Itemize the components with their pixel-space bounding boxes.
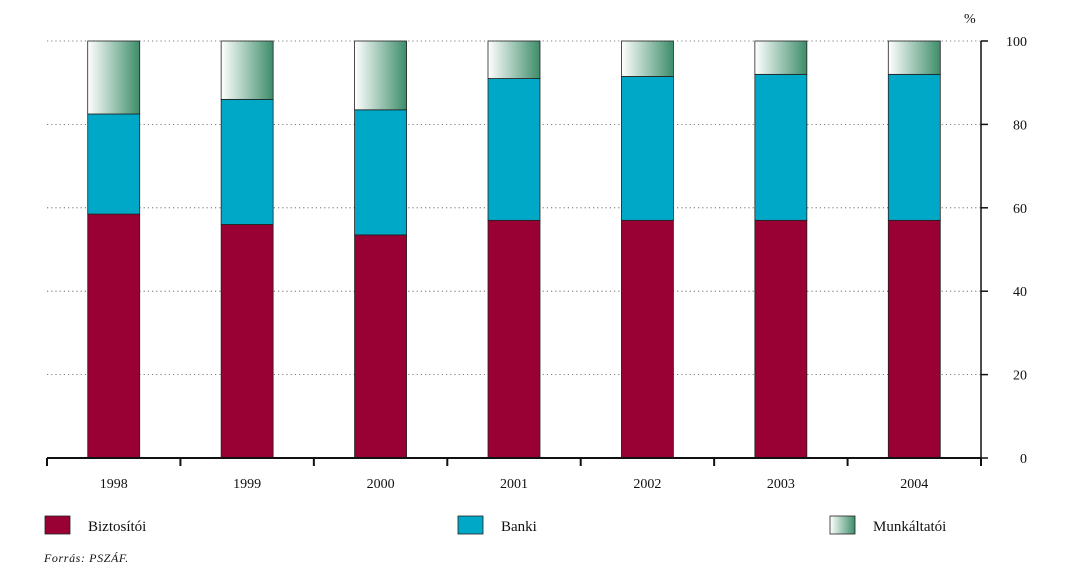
bar-segment — [220, 98, 274, 225]
bar-segment — [754, 73, 808, 221]
bar-segment — [87, 113, 141, 215]
bar-segment — [354, 40, 407, 111]
x-tick-label: 2004 — [900, 477, 928, 492]
legend-swatch — [457, 515, 484, 535]
legend-label: Biztosítói — [88, 519, 146, 535]
x-tick-label: 1999 — [233, 477, 261, 492]
legend-label: Munkáltatói — [873, 519, 946, 535]
y-tick-label: 40 — [1013, 285, 1027, 300]
x-tick-label: 2002 — [633, 477, 661, 492]
bar-segment — [887, 73, 941, 221]
y-tick-label: 100 — [1006, 35, 1027, 50]
source-note: Forrás: PSZÁF. — [44, 551, 129, 565]
x-tick-label: 2003 — [767, 477, 795, 492]
bar-segment — [754, 219, 808, 459]
y-tick-label: 60 — [1013, 202, 1027, 217]
legend-swatch — [44, 515, 71, 535]
bar-segment — [354, 109, 407, 236]
y-tick-label: 0 — [1020, 452, 1027, 467]
axes: 0 20 40 60 80 100 1998 1999 2000 2001 2002 2003 2004 — [46, 35, 1027, 492]
y-axis-unit: % — [964, 12, 976, 27]
bars — [87, 40, 941, 459]
bar-segment — [487, 219, 541, 459]
legend: Biztosítói Banki Munkáltatói — [44, 515, 946, 535]
bar-segment — [621, 40, 674, 77]
bar-segment — [887, 40, 941, 75]
bar-segment — [354, 234, 407, 459]
bar-segment — [220, 40, 274, 100]
x-tick-label: 1998 — [100, 477, 128, 492]
bar-segment — [87, 213, 141, 459]
legend-swatch — [829, 515, 856, 535]
legend-label: Banki — [501, 519, 537, 535]
bar-segment — [487, 78, 541, 221]
bar-segment — [754, 40, 808, 75]
y-tick-label: 20 — [1013, 369, 1027, 384]
bar-segment — [87, 40, 141, 115]
bar-segment — [487, 40, 541, 79]
bar-segment — [220, 224, 274, 459]
bar-segment — [621, 219, 674, 459]
bar-segment — [621, 76, 674, 221]
bar-segment — [887, 219, 941, 459]
x-tick-label: 2001 — [500, 477, 528, 492]
x-tick-label: 2000 — [367, 477, 395, 492]
y-tick-label: 80 — [1013, 118, 1027, 133]
